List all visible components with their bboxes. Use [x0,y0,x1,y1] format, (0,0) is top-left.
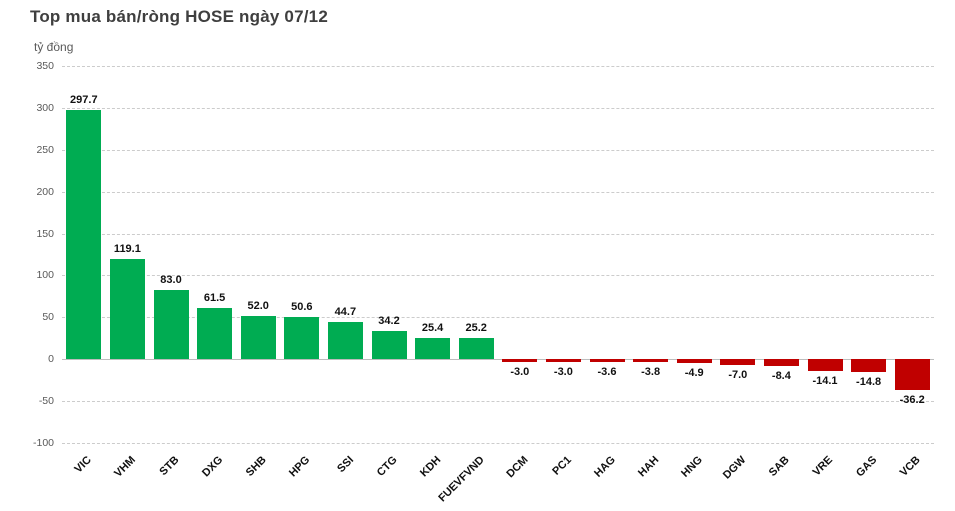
y-tick-label: 100 [36,269,54,282]
bar-KDH [415,337,451,360]
bar-DCM [502,359,538,362]
value-label-SSI: 44.7 [334,305,357,318]
gridline [62,317,934,319]
value-label-HAH: -3.8 [641,366,661,379]
x-tick-label-VIC: VIC [72,454,95,476]
bar-SSI [327,321,363,360]
gridline [62,149,934,151]
value-label-FUEVFVND: 25.2 [465,322,487,335]
x-tick-label-VCB: VCB [897,454,923,479]
gridline [62,66,934,67]
value-label-PC1: -3.0 [553,365,573,378]
x-tick-label-HPG: HPG [286,454,313,480]
bar-VIC [66,109,102,360]
x-tick-label-FUEVFVND: FUEVFVND [436,454,487,505]
x-tick-label-HAG: HAG [591,454,618,480]
value-label-VCB: -36.2 [899,393,925,406]
x-tick-label-DGW: DGW [720,454,749,482]
bar-VHM [109,259,145,360]
bar-VCB [894,359,930,390]
x-tick-label-DXG: DXG [199,454,226,480]
x-tick-label-DCM: DCM [504,454,531,481]
gridline [62,191,934,193]
bar-DGW [720,359,756,366]
value-label-DCM: -3.0 [510,365,530,378]
bar-DXG [197,307,233,360]
gridline [62,443,934,444]
y-tick-label: 250 [36,143,54,156]
x-tick-label-STB: STB [157,454,182,479]
zero-axis-line [62,359,934,361]
plot-area: 350 300 250 200 150 100 50 0 -50 -100 297.7 VIC 119.… [33,60,934,504]
x-tick-label-SHB: SHB [243,454,269,479]
value-label-CTG: 34.2 [378,314,400,327]
x-tick-label-SAB: SAB [766,454,792,479]
y-tick-label: 300 [36,101,54,114]
bar-STB [153,289,189,360]
x-tick-label-HNG: HNG [678,454,705,480]
x-tick-label-KDH: KDH [417,454,444,480]
x-tick-label-CTG: CTG [374,454,400,479]
bar-PC1 [545,359,581,362]
y-tick-label: -100 [32,437,54,449]
value-label-VIC: 297.7 [70,93,98,106]
gridline [62,275,934,277]
bar-GAS [851,359,887,372]
value-label-STB: 83.0 [160,273,182,286]
x-tick-label-VRE: VRE [811,454,836,479]
value-label-DGW: -7.0 [728,369,748,382]
value-label-VRE: -14.1 [812,375,838,388]
x-tick-label-SSI: SSI [334,454,356,476]
x-tick-label-VHM: VHM [112,454,138,480]
gridline [62,401,934,403]
value-label-DXG: 61.5 [203,291,226,304]
x-tick-label-GAS: GAS [853,454,880,480]
bar-VRE [807,359,843,372]
y-tick-label: 150 [36,227,54,240]
value-label-HNG: -4.9 [684,367,704,380]
bar-HAH [633,359,669,363]
gridline [62,233,934,235]
x-tick-label-HAH: HAH [635,454,662,480]
x-tick-label-PC1: PC1 [550,454,574,478]
y-tick-label: 50 [42,311,54,324]
y-axis-unit-label: tỷ đồng [34,40,74,54]
bar-HAG [589,359,625,363]
bar-SHB [240,315,276,360]
value-label-GAS: -14.8 [856,375,882,388]
value-label-KDH: 25.4 [421,321,444,334]
chart-title: Top mua bán/ròng HOSE ngày 07/12 [30,7,328,26]
y-tick-label: 0 [48,353,54,366]
y-tick-label: 200 [36,185,54,198]
bar-SAB [763,359,799,367]
bar-HNG [676,359,712,364]
y-tick-label: -50 [38,395,54,408]
bar-FUEVFVND [458,338,494,360]
value-label-HPG: 50.6 [291,300,313,313]
value-label-VHM: 119.1 [113,243,141,256]
bar-HPG [284,316,320,360]
y-tick-label: 350 [36,60,54,72]
bar-CTG [371,330,407,360]
value-label-HAG: -3.6 [597,366,617,379]
gridline [62,107,934,109]
value-label-SAB: -8.4 [771,370,791,383]
value-label-SHB: 52.0 [247,299,269,312]
